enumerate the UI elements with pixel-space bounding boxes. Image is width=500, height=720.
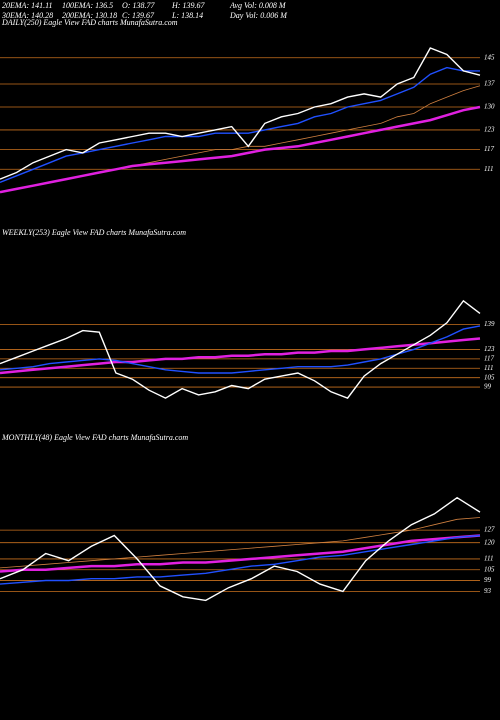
y-tick-label: 123 <box>484 345 495 353</box>
y-tick-label: 105 <box>484 373 495 381</box>
series-line <box>0 105 481 194</box>
y-tick-label: 99 <box>484 576 492 584</box>
y-tick-label: 99 <box>484 383 492 391</box>
y-tick-label: 130 <box>484 103 495 111</box>
y-tick-label: 137 <box>484 80 495 88</box>
header-stat: 200EMA: 130.18 <box>62 11 117 20</box>
y-tick-label: 117 <box>484 354 494 362</box>
panel-title: DAILY(250) Eagle View FAD charts MunafaS… <box>1 18 178 27</box>
y-tick-label: 117 <box>484 145 494 153</box>
y-tick-label: 127 <box>484 526 495 534</box>
series-line <box>0 534 481 573</box>
header-stat: C: 139.67 <box>122 11 155 20</box>
header-stat: Avg Vol: 0.008 M <box>229 1 287 10</box>
series-line <box>0 534 481 585</box>
header-stat: 30EMA: 140.28 <box>1 11 53 20</box>
y-tick-label: 139 <box>484 320 495 328</box>
header-stat: 20EMA: 141.11 <box>2 1 53 10</box>
header-stat: 100EMA: 136.5 <box>62 1 113 10</box>
panel-title: MONTHLY(48) Eagle View FAD charts Munafa… <box>1 433 188 442</box>
y-tick-label: 105 <box>484 565 495 573</box>
header-stat: O: 138.77 <box>122 1 155 10</box>
series-line <box>0 496 481 602</box>
y-tick-label: 145 <box>484 53 495 61</box>
y-tick-label: 111 <box>484 165 493 173</box>
panel-title: WEEKLY(253) Eagle View FAD charts Munafa… <box>2 228 186 237</box>
header-stat: Day Vol: 0.006 M <box>229 11 288 20</box>
series-line <box>0 337 481 375</box>
y-tick-label: 120 <box>484 538 495 546</box>
y-tick-label: 93 <box>484 587 492 595</box>
header-stat: L: 138.14 <box>171 11 203 20</box>
y-tick-label: 111 <box>484 364 493 372</box>
series-line <box>0 517 481 569</box>
series-line <box>0 47 481 180</box>
y-tick-label: 123 <box>484 126 495 134</box>
series-line <box>0 85 481 193</box>
header-stat: H: 139.67 <box>171 1 205 10</box>
series-line <box>0 66 480 184</box>
series-line <box>0 299 481 399</box>
y-tick-label: 111 <box>484 555 493 563</box>
